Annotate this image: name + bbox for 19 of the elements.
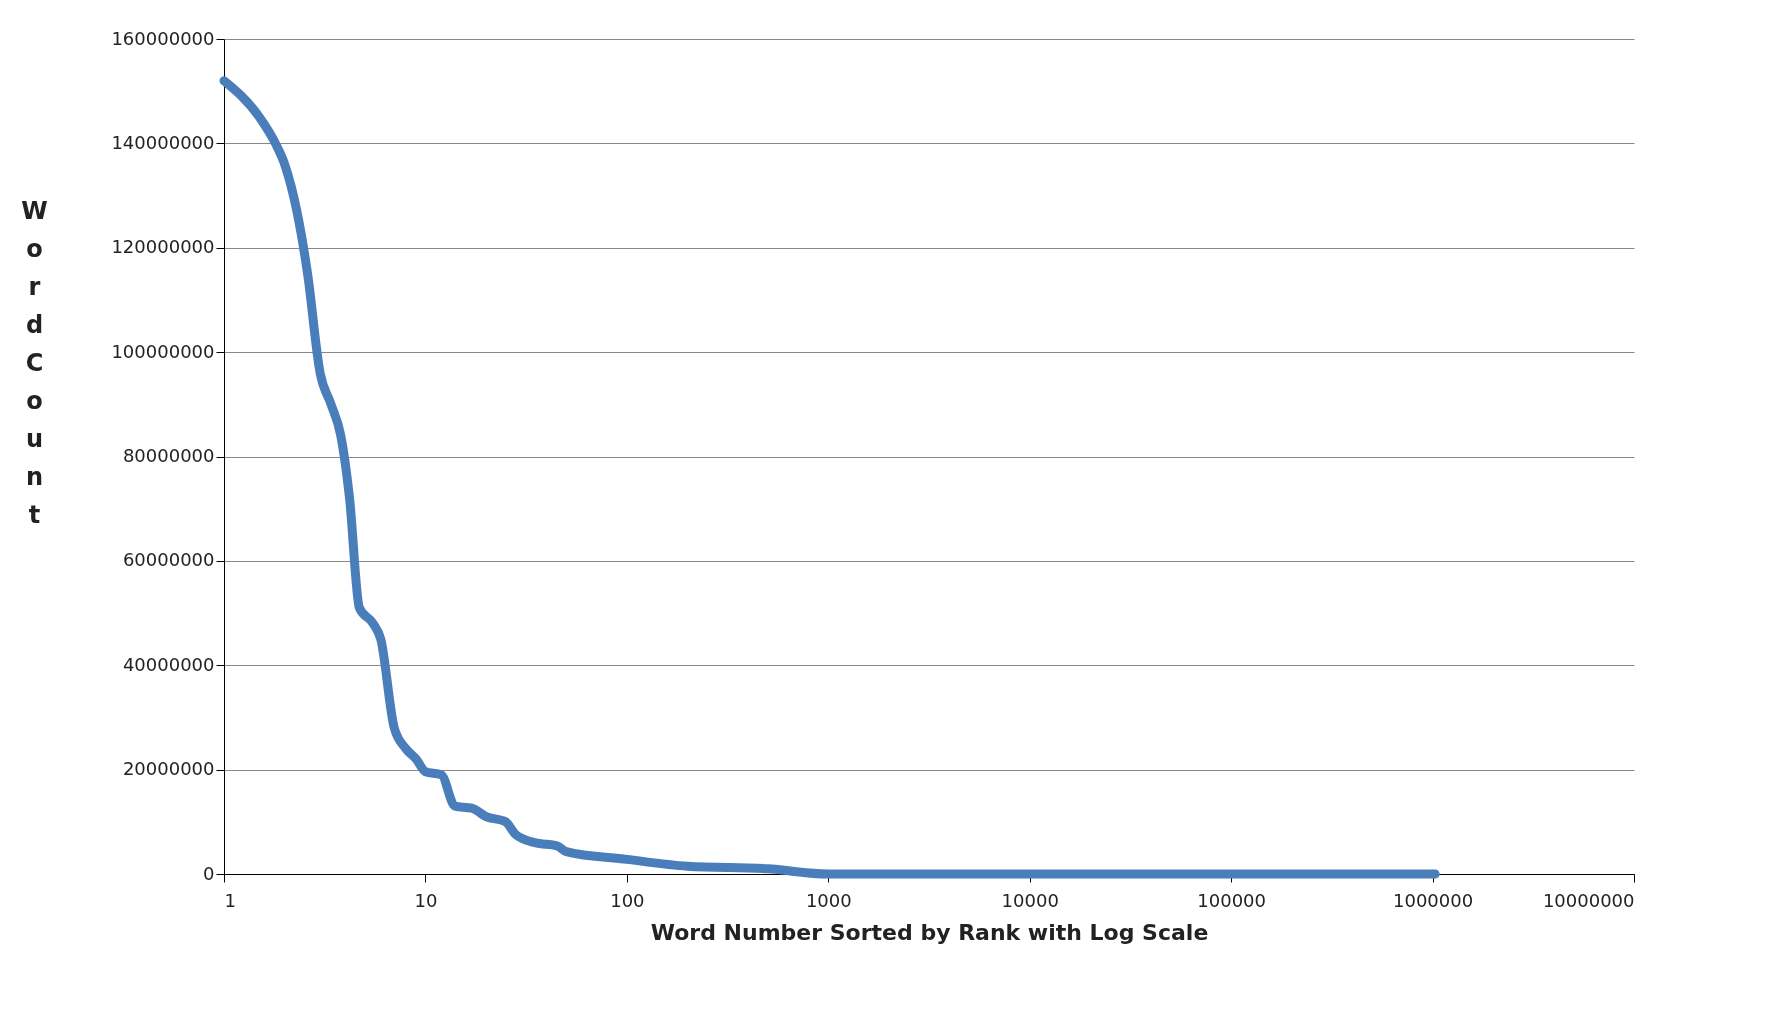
y-tick-label: 0 xyxy=(203,862,215,884)
y-tick-label: 80000000 xyxy=(122,445,215,466)
x-tick-label: 100000 xyxy=(1197,889,1266,911)
x-tick-label: 1 xyxy=(224,889,236,911)
x-axis-title: Word Number Sorted by Rank with Log Scale xyxy=(650,919,1209,945)
y-tick-label: 160000000 xyxy=(111,27,215,49)
x-tick-label: 1000 xyxy=(805,889,852,911)
y-tick-label: 100000000 xyxy=(111,340,215,362)
y-tick-label: 140000000 xyxy=(111,131,215,153)
x-tick-label: 10000 xyxy=(1001,889,1059,911)
x-tick-label: 10 xyxy=(414,889,438,911)
y-tick-label: 60000000 xyxy=(122,549,215,571)
y-tick-label: 40000000 xyxy=(122,653,215,675)
text: Word Count xyxy=(21,196,48,529)
y-tick-label: 120000000 xyxy=(111,236,215,258)
x-tick-label: 1000000 xyxy=(1392,889,1474,911)
y-tick-label: 20000000 xyxy=(122,758,215,780)
x-tick-label: 100 xyxy=(610,889,645,911)
x-tick-label: 10000000 xyxy=(1542,889,1635,911)
